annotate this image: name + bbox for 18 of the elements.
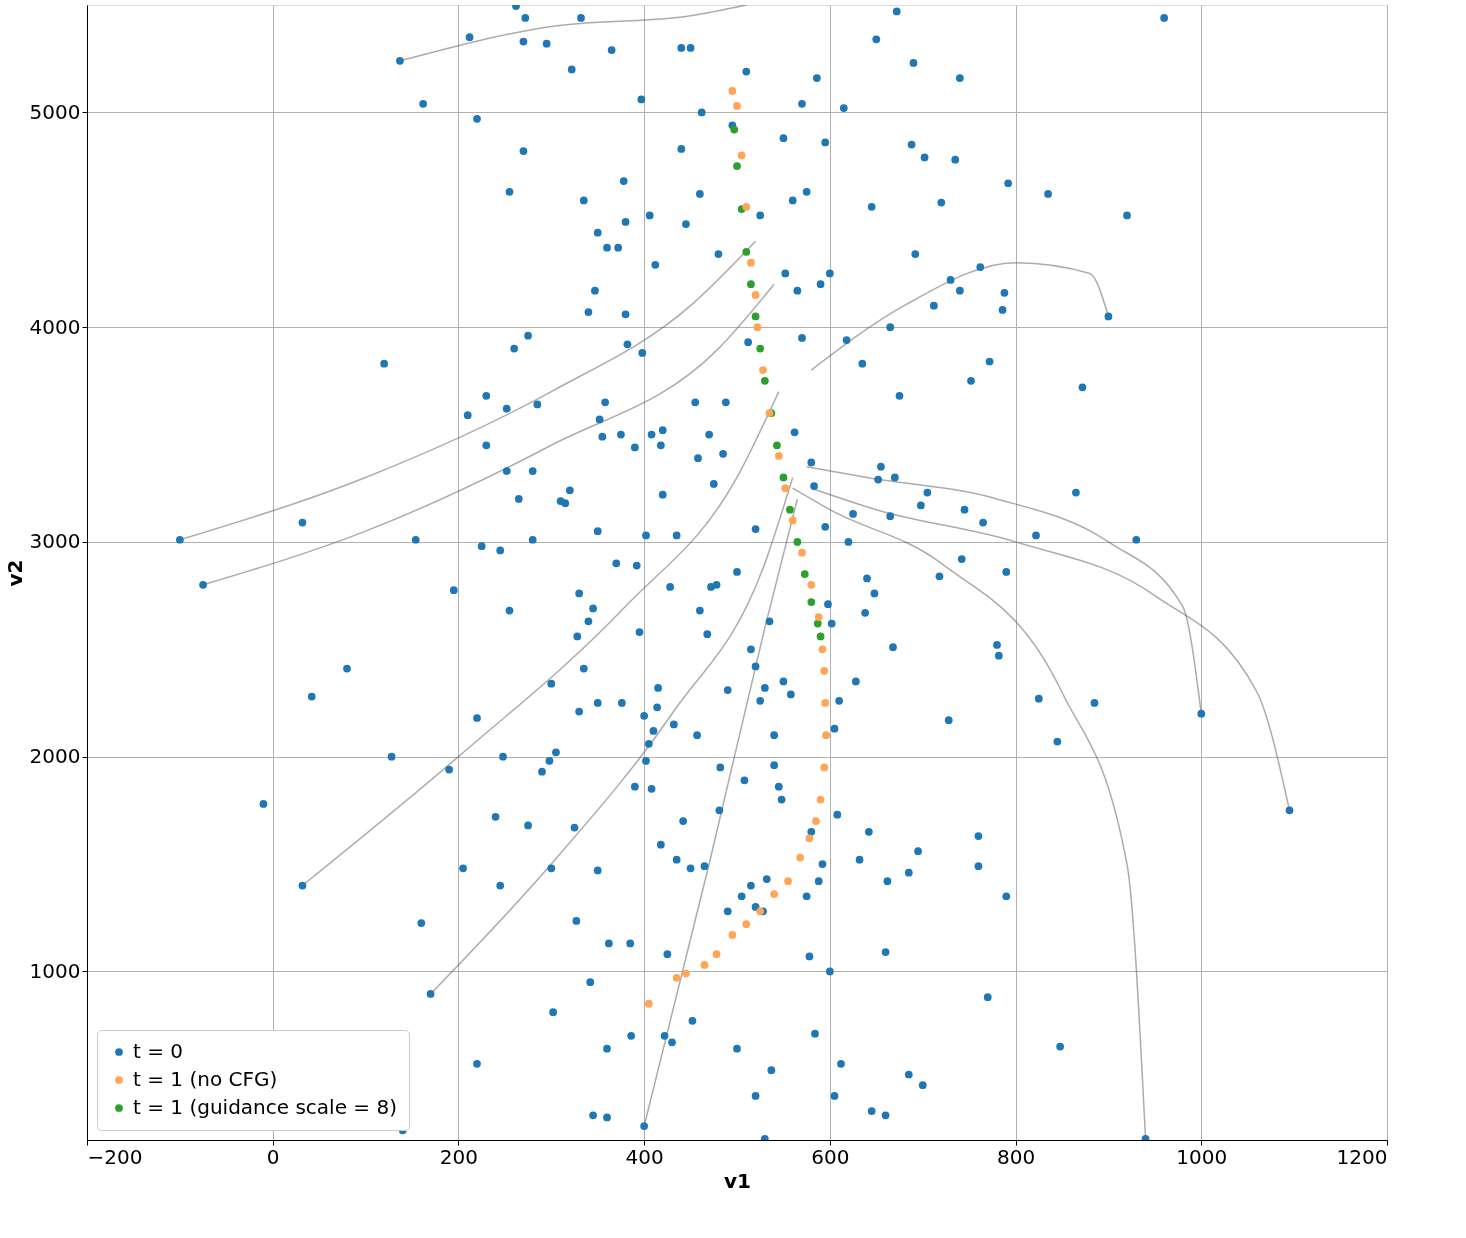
x-tick-label: 1000 (1176, 1144, 1228, 1169)
y-axis-title: v2 (2, 559, 27, 587)
y-tick-label: 1000 (29, 958, 81, 983)
x-tick-label: 200 (439, 1144, 479, 1169)
x-tick-label: 800 (996, 1144, 1036, 1169)
x-axis-title: v1 (724, 1168, 751, 1193)
y-tick-label: 4000 (29, 314, 81, 339)
legend-label: t = 1 (no CFG) (133, 1067, 278, 1091)
x-tick-label: 400 (625, 1144, 664, 1169)
x-tick-label: 600 (811, 1144, 850, 1169)
x-tick-label: 1200 (1336, 1144, 1388, 1169)
y-tick-label: 2000 (29, 744, 81, 769)
legend-label: t = 1 (guidance scale = 8) (133, 1095, 397, 1119)
y-tick-label: 5000 (29, 99, 81, 124)
y-tick-label: 3000 (29, 529, 81, 554)
legend-label: t = 0 (133, 1039, 184, 1063)
x-tick-label: −200 (87, 1144, 143, 1169)
x-tick-label: 0 (266, 1144, 280, 1169)
